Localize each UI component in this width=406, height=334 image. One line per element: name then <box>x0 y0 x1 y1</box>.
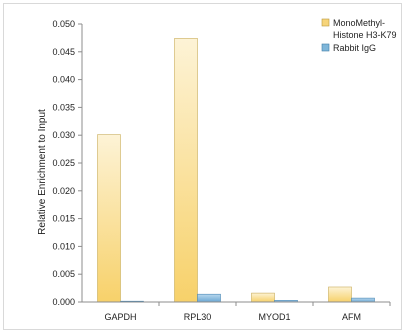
bar-monomethyl-rpl30 <box>174 38 198 303</box>
legend-label-monomethyl-line1: MonoMethyl- <box>333 18 385 28</box>
y-tick-labels: 0.000 0.005 0.010 0.015 0.020 0.025 0.030 0.035… <box>52 19 75 307</box>
y-tick-label: 0.020 <box>52 186 75 196</box>
y-tick-label: 0.015 <box>52 214 75 224</box>
legend-label-rabbit-igg: Rabbit IgG <box>333 43 376 53</box>
y-axis <box>78 23 83 303</box>
y-axis-title: Relative Enrichment to Input <box>37 109 48 235</box>
x-tick-label: MYOD1 <box>258 312 290 322</box>
chart-frame <box>3 3 402 330</box>
x-tick-labels: GAPDH RPL30 MYOD1 AFM <box>104 312 361 322</box>
y-tick-label: 0.000 <box>52 297 75 307</box>
legend-label-monomethyl-line2: Histone H3-K79 <box>333 30 397 40</box>
bar-rabbit-igg-afm <box>351 297 375 303</box>
bar-monomethyl-myod1 <box>251 292 275 303</box>
x-tick-label: AFM <box>342 312 361 322</box>
y-tick-label: 0.005 <box>52 269 75 279</box>
bars <box>97 38 375 303</box>
bar-rabbit-igg-rpl30 <box>197 293 221 303</box>
y-tick-label: 0.010 <box>52 241 75 251</box>
x-tick-label: GAPDH <box>104 312 136 322</box>
y-tick-label: 0.045 <box>52 47 75 57</box>
x-axis <box>82 301 391 306</box>
y-tick-label: 0.040 <box>52 75 75 85</box>
bar-monomethyl-afm <box>328 286 352 303</box>
legend-swatch-rabbit-igg <box>321 43 330 52</box>
legend-swatch-monomethyl <box>321 18 330 27</box>
bar-monomethyl-gapdh <box>97 134 121 303</box>
y-tick-label: 0.035 <box>52 102 75 112</box>
y-tick-label: 0.030 <box>52 130 75 140</box>
legend: MonoMethyl- Histone H3-K79 Rabbit IgG <box>321 18 397 53</box>
y-tick-label: 0.025 <box>52 158 75 168</box>
x-tick-label: RPL30 <box>184 312 212 322</box>
y-tick-label: 0.050 <box>52 19 75 29</box>
